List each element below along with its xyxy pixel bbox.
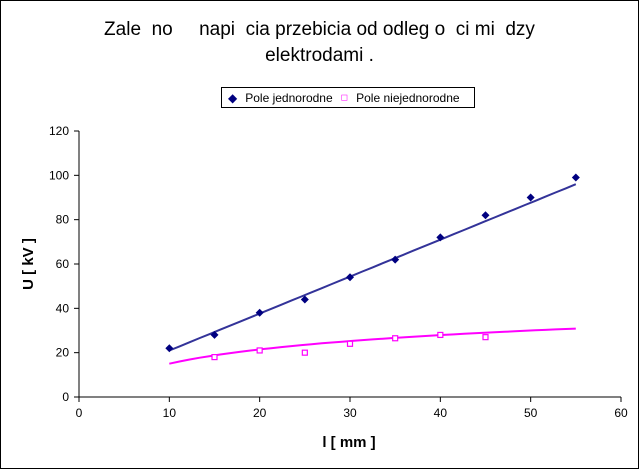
data-point-series-1 — [391, 255, 400, 264]
data-point-series-2 — [301, 349, 308, 356]
y-tick-label: 120 — [49, 124, 69, 138]
y-tick-label: 100 — [49, 168, 69, 182]
y-tick-label: 80 — [56, 213, 70, 227]
y-tick-label: 0 — [62, 390, 69, 404]
y-tick-label: 40 — [56, 301, 70, 315]
x-tick-label: 60 — [614, 406, 628, 420]
x-tick-label: 40 — [434, 406, 448, 420]
data-point-series-1 — [210, 330, 219, 339]
data-point-series-2 — [392, 335, 399, 342]
x-tick-label: 0 — [76, 406, 83, 420]
y-tick-label: 60 — [56, 257, 70, 271]
data-point-series-1 — [300, 295, 309, 304]
chart-title-line2: elektrodami . — [265, 45, 374, 66]
legend: ◆ Pole jednorodne ◻ Pole niejednorodne — [221, 87, 475, 108]
data-point-series-2 — [346, 340, 354, 347]
data-point-series-2 — [437, 331, 444, 339]
legend-marker-square-icon: ◻ — [340, 92, 349, 102]
data-point-series-1 — [346, 273, 354, 282]
legend-label-series-2: Pole niejednorodne — [356, 90, 460, 105]
data-point-series-1 — [436, 233, 445, 242]
data-point-series-1 — [526, 193, 535, 202]
legend-marker-diamond-icon: ◆ — [228, 90, 238, 105]
data-point-series-2 — [482, 334, 489, 341]
x-tick-label: 20 — [253, 406, 267, 420]
trendline-series-2 — [169, 327, 576, 365]
legend-label-series-1: Pole jednorodne — [245, 90, 333, 105]
y-tick-label: 20 — [56, 346, 70, 360]
trendline-series-1 — [168, 183, 577, 352]
data-point-series-1 — [571, 173, 580, 182]
data-point-series-2 — [211, 354, 218, 361]
data-point-series-1 — [481, 211, 490, 220]
data-point-series-1 — [165, 344, 174, 353]
x-tick-label: 30 — [343, 406, 357, 420]
x-tick-label: 50 — [524, 406, 538, 420]
data-point-series-2 — [256, 347, 263, 354]
y-axis-label: U [ kV ] — [20, 238, 37, 290]
data-point-series-1 — [255, 308, 264, 317]
x-axis-label: l [ mm ] — [322, 434, 375, 451]
x-tick-label: 10 — [163, 406, 177, 420]
chart-title-line1: Zale no napi cia przebicia od odleg o ci… — [104, 19, 535, 40]
